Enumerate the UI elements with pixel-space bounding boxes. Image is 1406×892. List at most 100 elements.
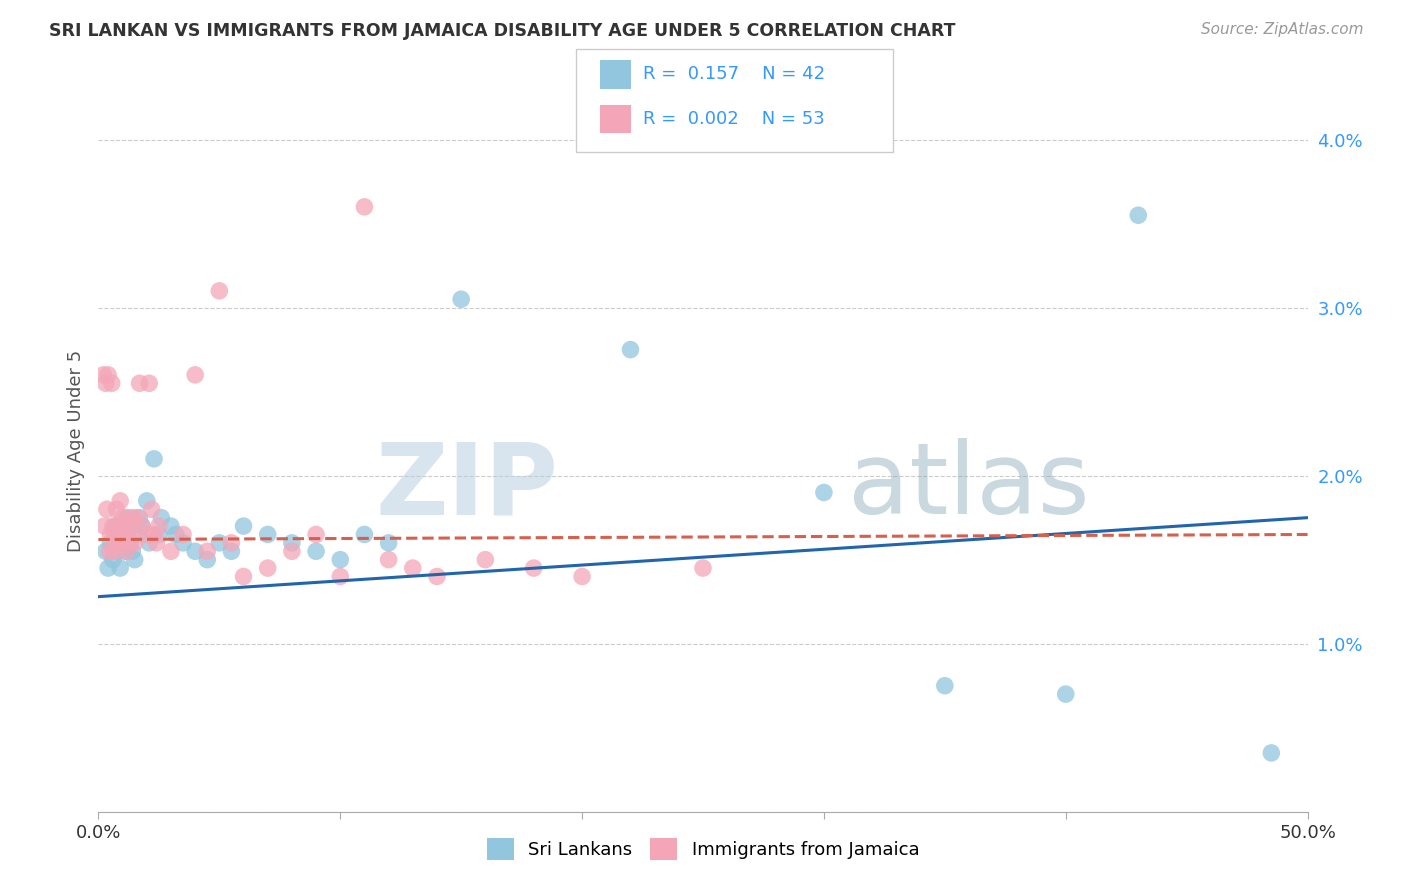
Point xyxy=(1260,746,1282,760)
Point xyxy=(353,527,375,541)
Point xyxy=(93,519,115,533)
Point xyxy=(221,536,243,550)
Point xyxy=(1054,687,1077,701)
Point xyxy=(127,527,149,541)
Point xyxy=(101,519,124,533)
Point xyxy=(165,527,187,541)
Point xyxy=(135,527,157,541)
Point xyxy=(104,527,127,541)
Point xyxy=(131,519,153,533)
Point xyxy=(100,376,122,391)
Legend: Sri Lankans, Immigrants from Jamaica: Sri Lankans, Immigrants from Jamaica xyxy=(479,831,927,868)
Point xyxy=(619,343,641,357)
Point xyxy=(256,527,278,541)
Point xyxy=(114,544,136,558)
Point xyxy=(112,536,135,550)
Text: Source: ZipAtlas.com: Source: ZipAtlas.com xyxy=(1201,22,1364,37)
Point xyxy=(118,536,141,550)
Point xyxy=(160,519,183,533)
Point xyxy=(104,519,127,533)
Point xyxy=(172,527,194,541)
Text: R =  0.002    N = 53: R = 0.002 N = 53 xyxy=(643,110,824,128)
Point xyxy=(143,451,166,466)
Text: atlas: atlas xyxy=(848,438,1090,535)
Point xyxy=(934,679,956,693)
Point xyxy=(111,527,134,541)
Point xyxy=(305,544,328,558)
Point xyxy=(353,200,375,214)
Point xyxy=(128,510,150,524)
Point xyxy=(128,376,150,391)
Point xyxy=(221,544,243,558)
Point xyxy=(103,544,125,558)
Point xyxy=(143,527,166,541)
Point xyxy=(98,544,121,558)
Point xyxy=(402,561,425,575)
Point xyxy=(232,519,254,533)
Point xyxy=(377,552,399,566)
Point xyxy=(160,544,183,558)
Point xyxy=(692,561,714,575)
Point xyxy=(94,376,117,391)
Point xyxy=(813,485,835,500)
Point xyxy=(377,536,399,550)
Point xyxy=(117,527,139,541)
Point xyxy=(100,527,122,541)
Point xyxy=(450,292,472,306)
Point xyxy=(97,368,120,382)
Point xyxy=(100,536,122,550)
Point xyxy=(108,561,131,575)
Point xyxy=(150,510,173,524)
Point xyxy=(281,544,304,558)
Y-axis label: Disability Age Under 5: Disability Age Under 5 xyxy=(66,350,84,551)
Point xyxy=(124,552,146,566)
Point xyxy=(138,376,160,391)
Point xyxy=(141,502,163,516)
Point xyxy=(329,569,352,583)
Point xyxy=(195,552,218,566)
Point xyxy=(96,502,118,516)
Point xyxy=(105,502,128,516)
Point xyxy=(184,368,207,382)
Point xyxy=(97,561,120,575)
Point xyxy=(101,552,124,566)
Point xyxy=(138,536,160,550)
Point xyxy=(121,510,143,524)
Point xyxy=(114,519,136,533)
Point xyxy=(135,494,157,508)
Point xyxy=(305,527,328,541)
Point xyxy=(111,510,134,524)
Point xyxy=(131,519,153,533)
Point xyxy=(115,544,138,558)
Point xyxy=(121,544,143,558)
Point xyxy=(124,536,146,550)
Point xyxy=(120,519,142,533)
Point xyxy=(195,544,218,558)
Point xyxy=(172,536,194,550)
Point xyxy=(523,561,546,575)
Point xyxy=(148,519,170,533)
Point xyxy=(148,527,170,541)
Point xyxy=(127,510,149,524)
Point xyxy=(118,536,141,550)
Point xyxy=(107,544,129,558)
Point xyxy=(281,536,304,550)
Point xyxy=(108,519,131,533)
Point xyxy=(208,536,231,550)
Text: SRI LANKAN VS IMMIGRANTS FROM JAMAICA DISABILITY AGE UNDER 5 CORRELATION CHART: SRI LANKAN VS IMMIGRANTS FROM JAMAICA DI… xyxy=(49,22,956,40)
Point xyxy=(145,536,167,550)
Point xyxy=(108,494,131,508)
Point xyxy=(256,561,278,575)
Point xyxy=(117,510,139,524)
Point xyxy=(1128,208,1150,222)
Point xyxy=(329,552,352,566)
Text: ZIP: ZIP xyxy=(375,438,558,535)
Point xyxy=(107,536,129,550)
Point xyxy=(208,284,231,298)
Point xyxy=(91,368,114,382)
Point xyxy=(110,527,132,541)
Point xyxy=(571,569,593,583)
Point xyxy=(94,544,117,558)
Text: R =  0.157    N = 42: R = 0.157 N = 42 xyxy=(643,65,825,84)
Point xyxy=(474,552,496,566)
